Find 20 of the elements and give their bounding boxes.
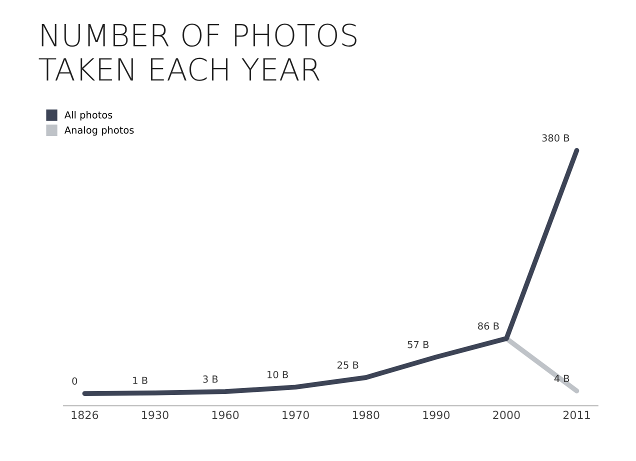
data-label: 57 B: [408, 341, 429, 348]
x-tick-label: 1980: [352, 410, 380, 420]
legend-label: All photos: [64, 111, 112, 120]
data-label: 4 B: [554, 374, 570, 382]
x-tick-label: 1930: [142, 410, 168, 420]
data-label: 0: [72, 377, 78, 385]
x-tick-label: 1970: [282, 410, 309, 420]
x-tick-label: 2000: [493, 410, 520, 420]
x-tick-label: 1990: [423, 410, 450, 420]
x-tick-label: 2011: [563, 410, 590, 420]
data-label: 1 B: [133, 376, 148, 384]
data-label: 86 B: [478, 322, 499, 330]
x-tick-label: 1960: [212, 410, 239, 420]
chart-title: NUMBER OF PHOTOS TAKEN EACH YEAR: [38, 24, 356, 81]
data-label: 3 B: [203, 375, 218, 383]
data-label: 10 B: [268, 370, 288, 378]
data-label: 380 B: [542, 134, 570, 142]
legend-label: Analog photos: [64, 126, 134, 136]
data-label: 25 B: [338, 361, 358, 369]
x-tick-label: 1826: [72, 410, 98, 420]
